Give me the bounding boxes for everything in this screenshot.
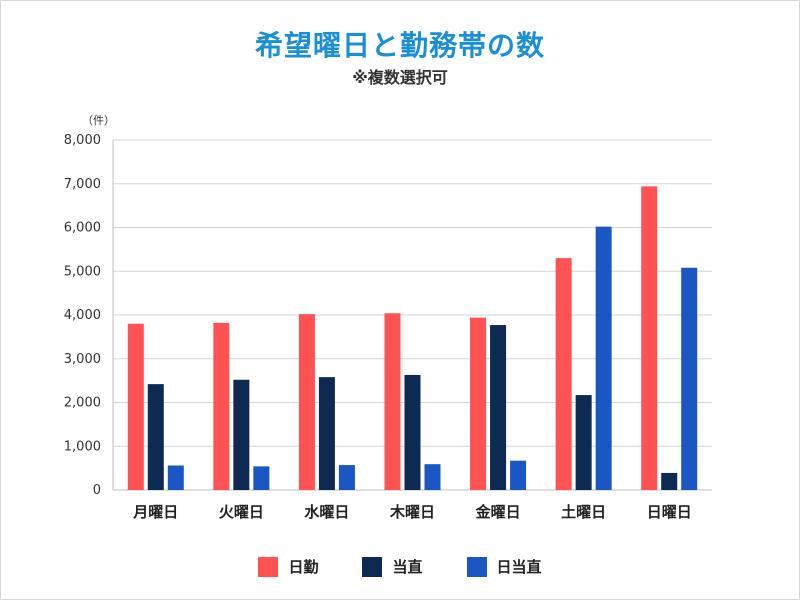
legend: 日勤 当直 日当直: [0, 556, 800, 577]
legend-swatch: [258, 556, 279, 577]
bar-当直-日曜日: [661, 472, 678, 490]
bar-日勤-月曜日: [127, 323, 144, 490]
bar-日当直-木曜日: [424, 464, 441, 490]
y-tick-label: 5,000: [64, 264, 101, 279]
legend-item: 日勤: [258, 556, 318, 577]
bar-当直-金曜日: [490, 325, 507, 490]
bar-日当直-水曜日: [338, 465, 355, 490]
chart-subtitle: ※複数選択可: [352, 68, 448, 87]
x-tick-label: 土曜日: [561, 503, 606, 521]
bar-当直-木曜日: [404, 374, 421, 490]
bar-日当直-火曜日: [253, 466, 270, 490]
x-tick-label: 木曜日: [389, 503, 435, 521]
y-tick-label: 3,000: [64, 352, 101, 367]
chart-title: 希望曜日と勤務帯の数: [254, 29, 545, 62]
x-tick-label: 金曜日: [475, 503, 521, 521]
x-tick-label: 月曜日: [132, 503, 178, 521]
legend-label: 日当直: [496, 558, 542, 576]
bar-日勤-火曜日: [213, 322, 230, 490]
y-tick-label: 6,000: [64, 221, 101, 236]
x-tick-label: 日曜日: [647, 503, 692, 521]
y-tick-label: 1,000: [64, 439, 101, 454]
y-tick-label: 7,000: [64, 177, 101, 192]
y-tick-label: 0: [93, 483, 101, 498]
legend-item: 日当直: [466, 556, 542, 577]
y-axis-unit: （件）: [82, 114, 115, 127]
y-tick-label: 2,000: [64, 396, 101, 411]
legend-swatch: [466, 556, 487, 577]
x-tick-label: 火曜日: [219, 503, 264, 521]
bar-日当直-金曜日: [510, 460, 527, 490]
bar-日勤-日曜日: [641, 186, 658, 490]
bar-当直-火曜日: [233, 379, 250, 490]
legend-swatch: [362, 556, 383, 577]
legend-label: 当直: [392, 558, 423, 576]
bar-当直-月曜日: [147, 384, 164, 490]
y-tick-label: 4,000: [64, 308, 101, 323]
bar-当直-水曜日: [318, 377, 335, 490]
bar-日勤-水曜日: [298, 314, 315, 490]
bar-当直-土曜日: [575, 395, 592, 490]
bar-日勤-木曜日: [384, 313, 401, 490]
x-tick-label: 水曜日: [304, 503, 349, 521]
legend-label: 日勤: [288, 558, 319, 576]
legend-item: 当直: [362, 556, 423, 577]
bar-日当直-土曜日: [595, 226, 612, 490]
y-tick-label: 8,000: [64, 133, 101, 148]
bar-日勤-土曜日: [555, 258, 572, 490]
bar-日勤-金曜日: [470, 317, 487, 490]
bar-日当直-日曜日: [681, 267, 698, 490]
bar-日当直-月曜日: [167, 465, 184, 490]
